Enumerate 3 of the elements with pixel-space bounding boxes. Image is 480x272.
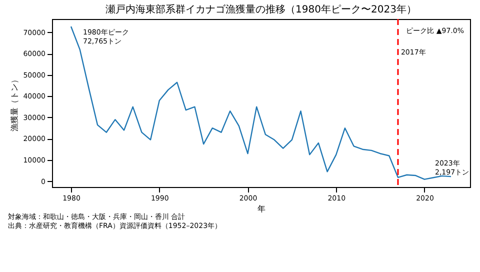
y-axis-title: 漁獲量（トン）: [10, 76, 20, 132]
chart-title: 瀬戸内海東部系群イカナゴ漁獲量の推移（1980年ピーク〜2023年）: [106, 3, 416, 16]
x-axis-title: 年: [258, 204, 266, 214]
